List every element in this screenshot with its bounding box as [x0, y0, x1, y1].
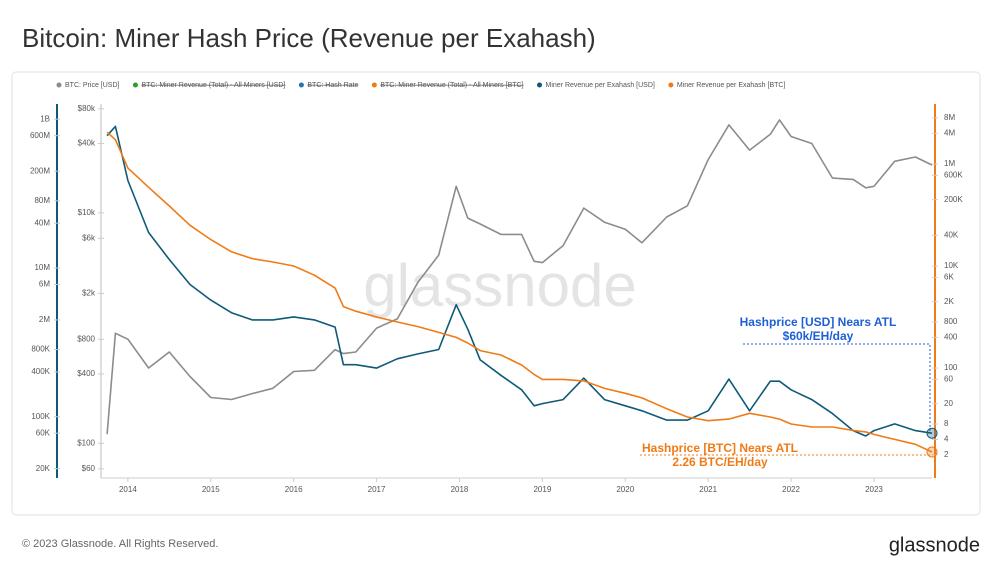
y2-tick-label: 400 [944, 332, 958, 341]
y-tick-label: $100 [77, 438, 95, 447]
chart-title: Bitcoin: Miner Hash Price (Revenue per E… [22, 23, 596, 53]
y2-tick-label: 2 [944, 450, 949, 459]
y-tick-label: $800 [77, 334, 95, 343]
x-tick-label: 2019 [533, 485, 551, 494]
legend-label: Miner Revenue per Exahash [BTC] [677, 82, 786, 89]
legend-swatch [56, 82, 62, 88]
legend-item: BTC: Miner Revenue (Total) - All Miners … [371, 82, 524, 89]
chart-frame [11, 71, 981, 516]
y3-tick-label: 400K [31, 367, 50, 376]
legend-swatch [298, 82, 304, 88]
y-tick-label: $80k [78, 104, 96, 113]
legend-label: BTC: Price [USD] [65, 82, 120, 89]
y3-tick-label: 800K [31, 345, 50, 354]
series-line [106, 125, 933, 437]
legend-label: BTC: Miner Revenue (Total) - All Miners … [380, 82, 523, 89]
end-marker [926, 446, 938, 458]
legend-swatch [371, 82, 377, 88]
y3-tick-label: 6M [39, 280, 50, 289]
x-tick-label: 2015 [202, 485, 220, 494]
logo: glassnode [889, 534, 980, 556]
series-line [106, 119, 933, 435]
y3-tick-label: 60K [36, 428, 51, 437]
y3-tick-label: 1B [40, 114, 50, 123]
legend-swatch [537, 82, 543, 88]
x-tick-label: 2018 [451, 485, 469, 494]
annotation: Hashprice [BTC] Nears ATL [642, 441, 798, 455]
x-tick-label: 2021 [699, 485, 717, 494]
legend-item: Miner Revenue per Exahash [USD] [537, 82, 655, 89]
y3-tick-label: 600M [30, 131, 50, 140]
watermark: glassnode [363, 252, 637, 319]
y3-tick-label: 10M [34, 263, 50, 272]
y-tick-label: $6k [82, 234, 96, 243]
y2-tick-label: 10K [944, 261, 959, 270]
y-tick-label: $2k [82, 288, 96, 297]
y3-tick-label: 200M [30, 166, 50, 175]
legend-label: BTC: Hash Rate [307, 82, 358, 89]
y2-tick-label: 1M [944, 159, 955, 168]
x-tick-label: 2017 [368, 485, 386, 494]
y-tick-label: $10k [78, 208, 96, 217]
y2-tick-label: 20 [944, 399, 953, 408]
legend-label: BTC: Miner Revenue (Total) - All Miners … [141, 82, 285, 89]
y2-tick-label: 60 [944, 374, 953, 383]
series-line [106, 131, 933, 453]
annotation: 2.26 BTC/EH/day [672, 455, 768, 469]
x-tick-label: 2014 [119, 485, 137, 494]
legend-swatch [132, 82, 138, 88]
annotation: Hashprice [USD] Nears ATL [740, 315, 897, 329]
y3-tick-label: 40M [34, 218, 50, 227]
y2-tick-label: 40K [944, 230, 959, 239]
y2-tick-label: 8M [944, 113, 955, 122]
y3-tick-label: 20K [36, 464, 51, 473]
end-marker [926, 427, 938, 439]
y2-tick-label: 100 [944, 363, 958, 372]
y2-tick-label: 200K [944, 195, 963, 204]
y3-tick-label: 100K [31, 412, 50, 421]
y2-tick-label: 4 [944, 434, 949, 443]
x-tick-label: 2023 [865, 485, 883, 494]
annotation: $60k/EH/day [783, 329, 854, 343]
y-tick-label: $400 [77, 369, 95, 378]
annotation-leader [743, 343, 931, 433]
y-tick-label: $40k [78, 139, 96, 148]
y3-tick-label: 80M [34, 196, 50, 205]
y-tick-label: $60 [82, 464, 96, 473]
legend-item: BTC: Hash Rate [298, 82, 358, 89]
y2-tick-label: 6K [944, 272, 954, 281]
legend-swatch [668, 82, 674, 88]
y2-tick-label: 600K [944, 170, 963, 179]
y3-tick-label: 2M [39, 315, 50, 324]
legend-item: BTC: Miner Revenue (Total) - All Miners … [132, 82, 285, 89]
x-tick-label: 2016 [285, 485, 303, 494]
y2-tick-label: 8 [944, 419, 949, 428]
y2-tick-label: 4M [944, 128, 955, 137]
legend-item: Miner Revenue per Exahash [BTC] [668, 82, 785, 89]
copyright: © 2023 Glassnode. All Rights Reserved. [22, 538, 218, 550]
legend-label: Miner Revenue per Exahash [USD] [546, 82, 655, 89]
x-tick-label: 2020 [616, 485, 634, 494]
y2-tick-label: 800 [944, 317, 958, 326]
legend-item: BTC: Price [USD] [56, 82, 120, 89]
y2-tick-label: 2K [944, 297, 954, 306]
x-tick-label: 2022 [782, 485, 800, 494]
